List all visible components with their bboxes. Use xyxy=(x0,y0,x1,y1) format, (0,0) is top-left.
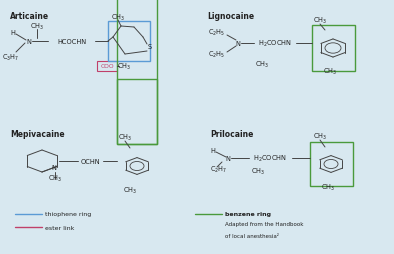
Text: CH$_3$: CH$_3$ xyxy=(48,173,62,183)
Text: CH$_3$: CH$_3$ xyxy=(30,22,44,32)
Text: CH$_3$: CH$_3$ xyxy=(313,16,327,26)
Text: N: N xyxy=(225,155,230,161)
Text: CH$_3$: CH$_3$ xyxy=(117,62,131,72)
Text: COO: COO xyxy=(100,64,114,69)
Text: thiophene ring: thiophene ring xyxy=(45,212,91,217)
Bar xyxy=(117,80,157,145)
Text: C$_2$H$_7$: C$_2$H$_7$ xyxy=(210,164,227,174)
Text: C$_3$H$_7$: C$_3$H$_7$ xyxy=(2,53,20,63)
Text: N: N xyxy=(51,164,56,170)
Text: Adapted from the Handbook: Adapted from the Handbook xyxy=(225,222,303,227)
Text: N: N xyxy=(236,41,240,47)
Text: S: S xyxy=(148,44,152,50)
Text: C$_2$H$_5$: C$_2$H$_5$ xyxy=(208,50,225,60)
Text: HCOCHN: HCOCHN xyxy=(58,39,87,45)
Text: CH$_3$: CH$_3$ xyxy=(323,67,337,77)
Text: CH$_3$: CH$_3$ xyxy=(321,182,335,192)
Text: CH$_3$: CH$_3$ xyxy=(255,60,269,70)
Bar xyxy=(310,142,353,186)
Text: Mepivacaine: Mepivacaine xyxy=(10,130,65,138)
Text: Articaine: Articaine xyxy=(10,12,49,21)
Text: Lignocaine: Lignocaine xyxy=(207,12,254,21)
Text: CH$_3$: CH$_3$ xyxy=(251,166,265,177)
Bar xyxy=(312,26,355,72)
Text: CH$_3$: CH$_3$ xyxy=(123,185,137,195)
Text: benzene ring: benzene ring xyxy=(225,212,271,217)
Text: H: H xyxy=(210,147,216,153)
Text: N: N xyxy=(26,39,32,45)
Text: H: H xyxy=(11,30,15,36)
Text: of local anesthesia²: of local anesthesia² xyxy=(225,233,279,237)
Text: CH$_3$: CH$_3$ xyxy=(118,132,132,142)
Bar xyxy=(108,22,150,62)
Text: H$_2$COCHN: H$_2$COCHN xyxy=(253,153,287,164)
Bar xyxy=(117,0,157,145)
Text: CH$_3$: CH$_3$ xyxy=(111,13,125,23)
Text: CH$_3$: CH$_3$ xyxy=(313,131,327,141)
Text: ester link: ester link xyxy=(45,225,74,230)
Text: Prilocaine: Prilocaine xyxy=(210,130,253,138)
Bar xyxy=(97,62,117,72)
Text: H$_2$COCHN: H$_2$COCHN xyxy=(258,39,292,49)
Text: C$_2$H$_5$: C$_2$H$_5$ xyxy=(208,28,225,38)
Text: OCHN: OCHN xyxy=(80,158,100,164)
